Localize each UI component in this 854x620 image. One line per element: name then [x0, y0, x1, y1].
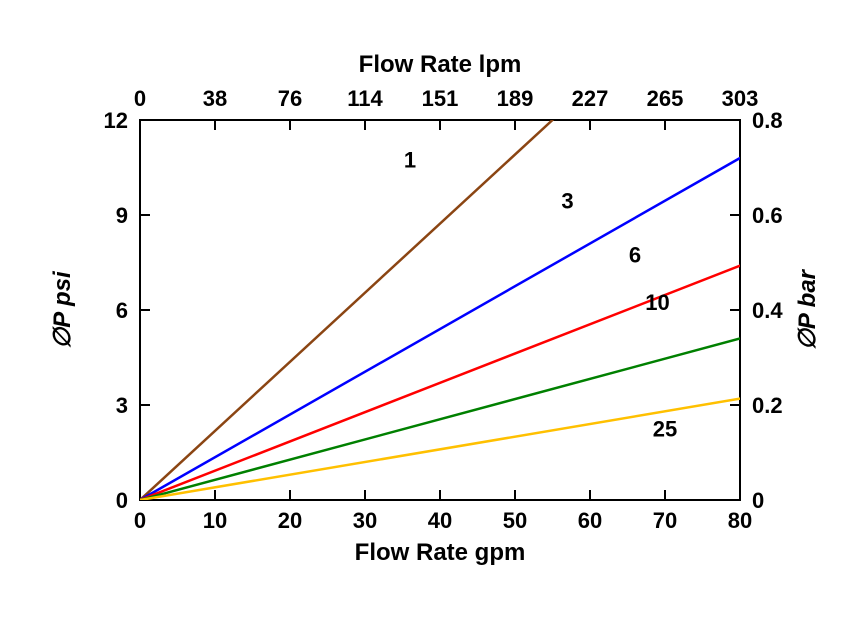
- x-top-tick-label: 227: [572, 86, 609, 111]
- x-top-tick-label: 76: [278, 86, 302, 111]
- x-top-tick-label: 265: [647, 86, 684, 111]
- y-left-tick-label: 0: [116, 488, 128, 513]
- series-label-3: 3: [561, 189, 573, 214]
- y-right-tick-label: 0.8: [752, 108, 783, 133]
- y-left-tick-label: 9: [116, 203, 128, 228]
- pressure-drop-chart: 01020304050607080Flow Rate gpm0387611415…: [0, 0, 854, 620]
- y-right-tick-label: 0.6: [752, 203, 783, 228]
- y-left-tick-label: 6: [116, 298, 128, 323]
- x-bottom-tick-label: 30: [353, 508, 377, 533]
- series-label-1: 1: [404, 148, 416, 173]
- y-right-title: ∅P bar: [794, 268, 821, 350]
- y-left-title: ∅P psi: [49, 270, 76, 349]
- x-top-tick-label: 114: [347, 86, 383, 111]
- series-label-6: 6: [629, 243, 641, 268]
- y-right-tick-label: 0.4: [752, 298, 783, 323]
- x-bottom-tick-label: 0: [134, 508, 146, 533]
- y-left-tick-label: 3: [116, 393, 128, 418]
- y-left-tick-label: 12: [104, 108, 128, 133]
- x-bottom-tick-label: 60: [578, 508, 602, 533]
- x-top-tick-label: 0: [134, 86, 146, 111]
- x-bottom-title: Flow Rate gpm: [355, 539, 526, 566]
- x-bottom-tick-label: 40: [428, 508, 452, 533]
- x-bottom-tick-label: 20: [278, 508, 302, 533]
- x-bottom-tick-label: 10: [203, 508, 227, 533]
- y-right-tick-label: 0: [752, 488, 764, 513]
- x-bottom-tick-label: 50: [503, 508, 527, 533]
- x-top-tick-label: 151: [422, 86, 459, 111]
- y-right-tick-label: 0.2: [752, 393, 783, 418]
- x-bottom-tick-label: 80: [728, 508, 752, 533]
- series-label-25: 25: [653, 417, 677, 442]
- series-label-10: 10: [645, 290, 669, 315]
- x-top-tick-label: 189: [497, 86, 534, 111]
- x-top-tick-label: 38: [203, 86, 227, 111]
- x-top-title: Flow Rate lpm: [359, 51, 522, 78]
- x-bottom-tick-label: 70: [653, 508, 677, 533]
